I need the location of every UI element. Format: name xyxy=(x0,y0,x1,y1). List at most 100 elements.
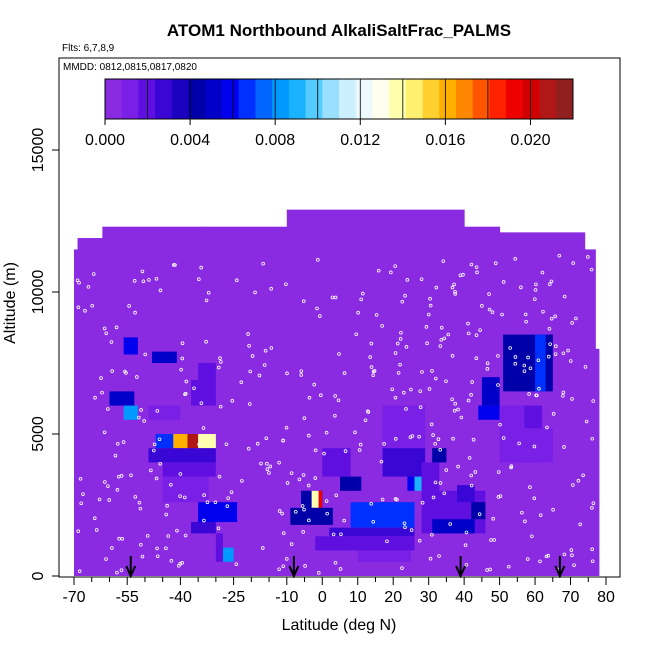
sample-point xyxy=(333,560,338,565)
sample-point xyxy=(165,503,169,508)
sample-point xyxy=(259,461,263,466)
sample-point xyxy=(419,277,424,281)
sample-point xyxy=(426,312,431,317)
colorbar-tick-label: 0.008 xyxy=(255,132,295,149)
sample-point xyxy=(434,376,438,381)
sample-point xyxy=(396,371,401,375)
sample-point xyxy=(342,371,347,375)
sample-point xyxy=(427,387,432,391)
sample-point xyxy=(240,479,244,483)
y-tick-label: 5000 xyxy=(30,416,47,452)
sample-point xyxy=(496,383,500,387)
sample-points xyxy=(75,253,596,575)
sample-point xyxy=(140,554,145,559)
sample-point xyxy=(94,528,99,532)
sample-point xyxy=(230,399,235,403)
sample-point xyxy=(110,546,114,550)
sample-point xyxy=(493,261,498,266)
sample-point xyxy=(121,440,126,444)
sample-point xyxy=(548,342,552,346)
sample-point xyxy=(395,341,400,346)
heatmap-cell xyxy=(148,448,216,463)
sample-point xyxy=(485,361,490,366)
sample-point xyxy=(526,355,530,360)
x-tick-label: 50 xyxy=(491,589,509,606)
sample-point xyxy=(456,407,460,412)
heatmap-cell xyxy=(215,533,223,562)
colorbar-swatch xyxy=(255,79,273,119)
sample-point xyxy=(431,495,436,500)
sample-point xyxy=(224,442,229,447)
colorbar-tick-label: 0.016 xyxy=(425,132,465,149)
sample-point xyxy=(339,532,343,537)
heatmap-cell xyxy=(311,490,319,508)
colorbar-swatch xyxy=(322,79,340,119)
sample-point xyxy=(325,511,329,516)
sample-point xyxy=(528,485,532,489)
sample-point xyxy=(331,532,336,537)
sample-point xyxy=(390,387,394,392)
sample-point xyxy=(178,494,182,498)
sample-point xyxy=(77,280,81,285)
heatmap-cell xyxy=(457,485,475,503)
sample-point xyxy=(439,325,444,330)
sample-point xyxy=(496,495,501,499)
sample-point xyxy=(409,528,414,532)
sample-point xyxy=(213,500,218,505)
sample-point xyxy=(218,356,222,361)
sample-point xyxy=(561,390,566,395)
sample-point xyxy=(103,480,107,484)
colorbar-swatch xyxy=(472,79,490,119)
sample-point xyxy=(102,326,107,331)
field-segment xyxy=(74,249,79,576)
sample-point xyxy=(299,373,304,377)
sample-point xyxy=(487,292,491,296)
sample-point xyxy=(485,367,490,371)
sample-point xyxy=(431,433,435,437)
sample-point xyxy=(453,292,457,296)
sample-point xyxy=(137,415,141,420)
heatmap-cell xyxy=(329,527,415,537)
sample-point xyxy=(115,570,119,575)
sample-point xyxy=(269,286,273,291)
sample-point xyxy=(439,337,444,342)
sample-point xyxy=(438,447,443,452)
sample-point xyxy=(90,303,95,308)
sample-point xyxy=(376,268,381,273)
x-tick-label: 80 xyxy=(597,589,615,606)
sample-point xyxy=(247,402,252,406)
sample-point xyxy=(571,261,576,265)
sample-point xyxy=(508,346,512,350)
sample-point xyxy=(217,474,222,479)
sample-point xyxy=(284,557,289,561)
sample-point xyxy=(234,562,239,566)
sample-point xyxy=(519,285,523,290)
heatmap-cell xyxy=(315,536,415,551)
sample-point xyxy=(176,563,181,568)
sample-point xyxy=(169,559,174,563)
sample-point xyxy=(175,528,179,533)
sample-point xyxy=(471,437,476,442)
sample-point xyxy=(574,316,578,321)
sample-point xyxy=(452,408,457,413)
sample-point xyxy=(402,390,406,395)
colorbar-swatch xyxy=(355,79,373,119)
sample-point xyxy=(478,328,482,332)
sample-point xyxy=(102,430,107,435)
sample-point xyxy=(289,542,294,546)
sample-point xyxy=(474,265,479,269)
sample-point xyxy=(354,332,359,337)
sample-point xyxy=(255,441,260,446)
heatmap-cell xyxy=(478,405,500,420)
sample-point xyxy=(199,265,203,270)
sample-point xyxy=(265,467,270,471)
sample-point xyxy=(591,501,596,505)
sample-point xyxy=(371,369,376,374)
plot-area xyxy=(74,209,600,579)
sample-point xyxy=(513,355,518,359)
heatmap-cell xyxy=(187,434,199,449)
sample-point xyxy=(114,325,119,330)
heatmap-cell xyxy=(123,405,138,420)
sample-point xyxy=(517,441,521,446)
